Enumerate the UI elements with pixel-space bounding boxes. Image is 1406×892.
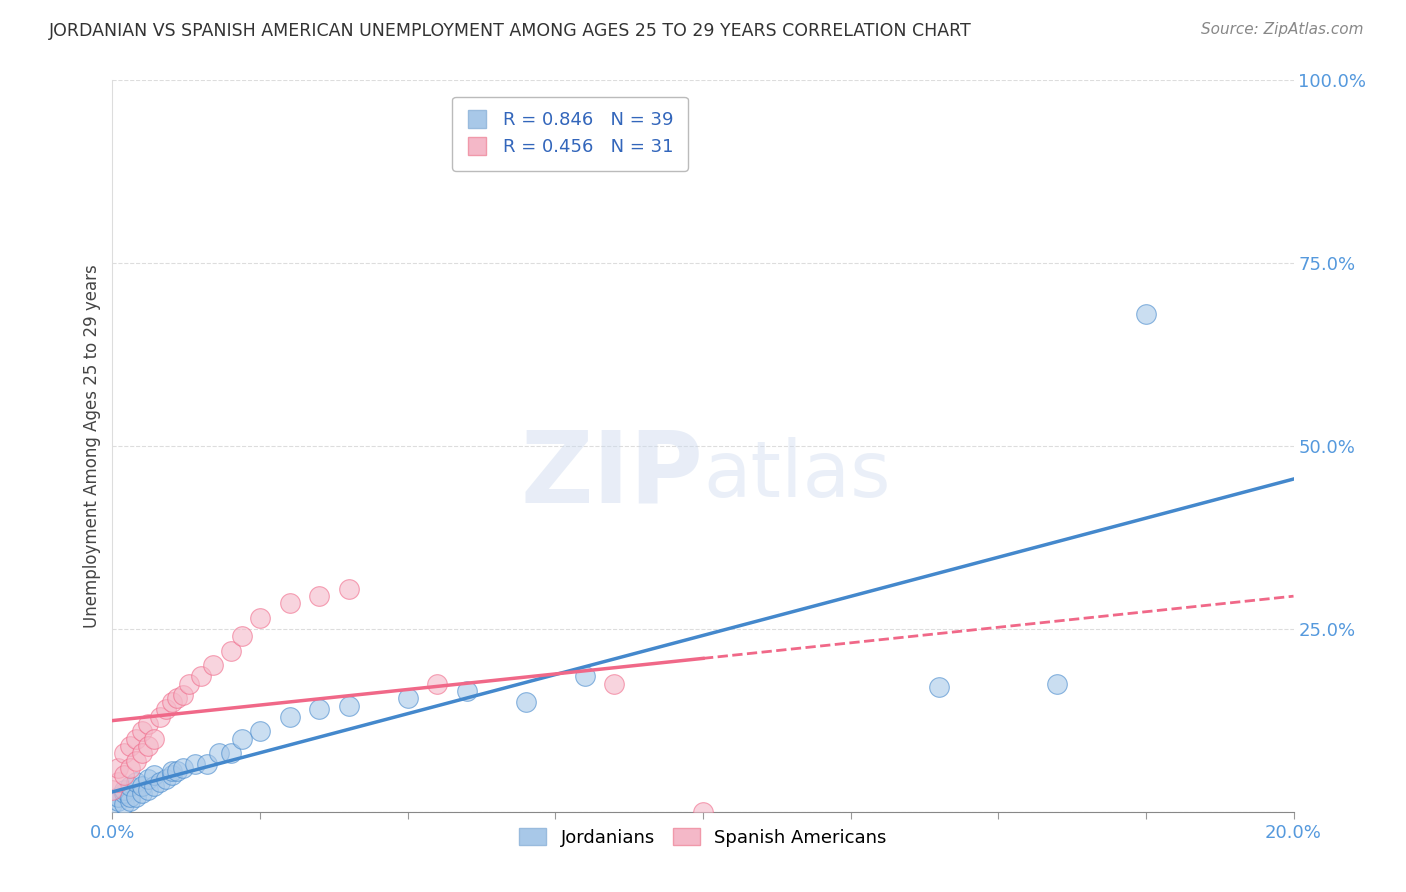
Point — [142, 768, 165, 782]
Point — [456, 684, 478, 698]
Point — [155, 702, 177, 716]
Point — [131, 746, 153, 760]
Point — [574, 669, 596, 683]
Point — [131, 787, 153, 801]
Point — [249, 611, 271, 625]
Point — [107, 761, 129, 775]
Point — [1135, 307, 1157, 321]
Point — [120, 761, 142, 775]
Point — [120, 779, 142, 793]
Point — [692, 805, 714, 819]
Point — [195, 757, 218, 772]
Point — [142, 731, 165, 746]
Point — [112, 787, 135, 801]
Point — [208, 746, 231, 760]
Point — [125, 754, 148, 768]
Point — [231, 629, 253, 643]
Point — [1046, 676, 1069, 690]
Y-axis label: Unemployment Among Ages 25 to 29 years: Unemployment Among Ages 25 to 29 years — [83, 264, 101, 628]
Point — [131, 779, 153, 793]
Point — [120, 790, 142, 805]
Point — [136, 772, 159, 786]
Point — [120, 794, 142, 808]
Point — [131, 724, 153, 739]
Point — [136, 782, 159, 797]
Point — [149, 709, 172, 723]
Point — [155, 772, 177, 786]
Point — [515, 695, 537, 709]
Point — [337, 582, 360, 596]
Point — [603, 676, 626, 690]
Point — [112, 746, 135, 760]
Point — [112, 768, 135, 782]
Point — [142, 779, 165, 793]
Point — [136, 717, 159, 731]
Point — [112, 797, 135, 812]
Point — [219, 644, 242, 658]
Point — [101, 782, 124, 797]
Point — [107, 775, 129, 789]
Point — [125, 775, 148, 789]
Point — [928, 681, 950, 695]
Point — [172, 688, 194, 702]
Text: atlas: atlas — [703, 437, 890, 513]
Point — [184, 757, 207, 772]
Point — [219, 746, 242, 760]
Point — [112, 782, 135, 797]
Point — [166, 691, 188, 706]
Point — [278, 596, 301, 610]
Point — [190, 669, 212, 683]
Point — [107, 790, 129, 805]
Point — [201, 658, 224, 673]
Point — [136, 739, 159, 753]
Point — [396, 691, 419, 706]
Point — [278, 709, 301, 723]
Text: Source: ZipAtlas.com: Source: ZipAtlas.com — [1201, 22, 1364, 37]
Point — [172, 761, 194, 775]
Point — [249, 724, 271, 739]
Point — [160, 768, 183, 782]
Point — [101, 797, 124, 812]
Point — [160, 764, 183, 779]
Point — [125, 790, 148, 805]
Point — [179, 676, 201, 690]
Text: ZIP: ZIP — [520, 426, 703, 524]
Legend: Jordanians, Spanish Americans: Jordanians, Spanish Americans — [512, 822, 894, 854]
Point — [120, 739, 142, 753]
Point — [308, 702, 330, 716]
Text: JORDANIAN VS SPANISH AMERICAN UNEMPLOYMENT AMONG AGES 25 TO 29 YEARS CORRELATION: JORDANIAN VS SPANISH AMERICAN UNEMPLOYME… — [49, 22, 972, 40]
Point — [231, 731, 253, 746]
Point — [107, 794, 129, 808]
Point — [149, 775, 172, 789]
Point — [125, 731, 148, 746]
Point — [166, 764, 188, 779]
Point — [160, 695, 183, 709]
Point — [426, 676, 449, 690]
Point — [337, 698, 360, 713]
Point — [308, 589, 330, 603]
